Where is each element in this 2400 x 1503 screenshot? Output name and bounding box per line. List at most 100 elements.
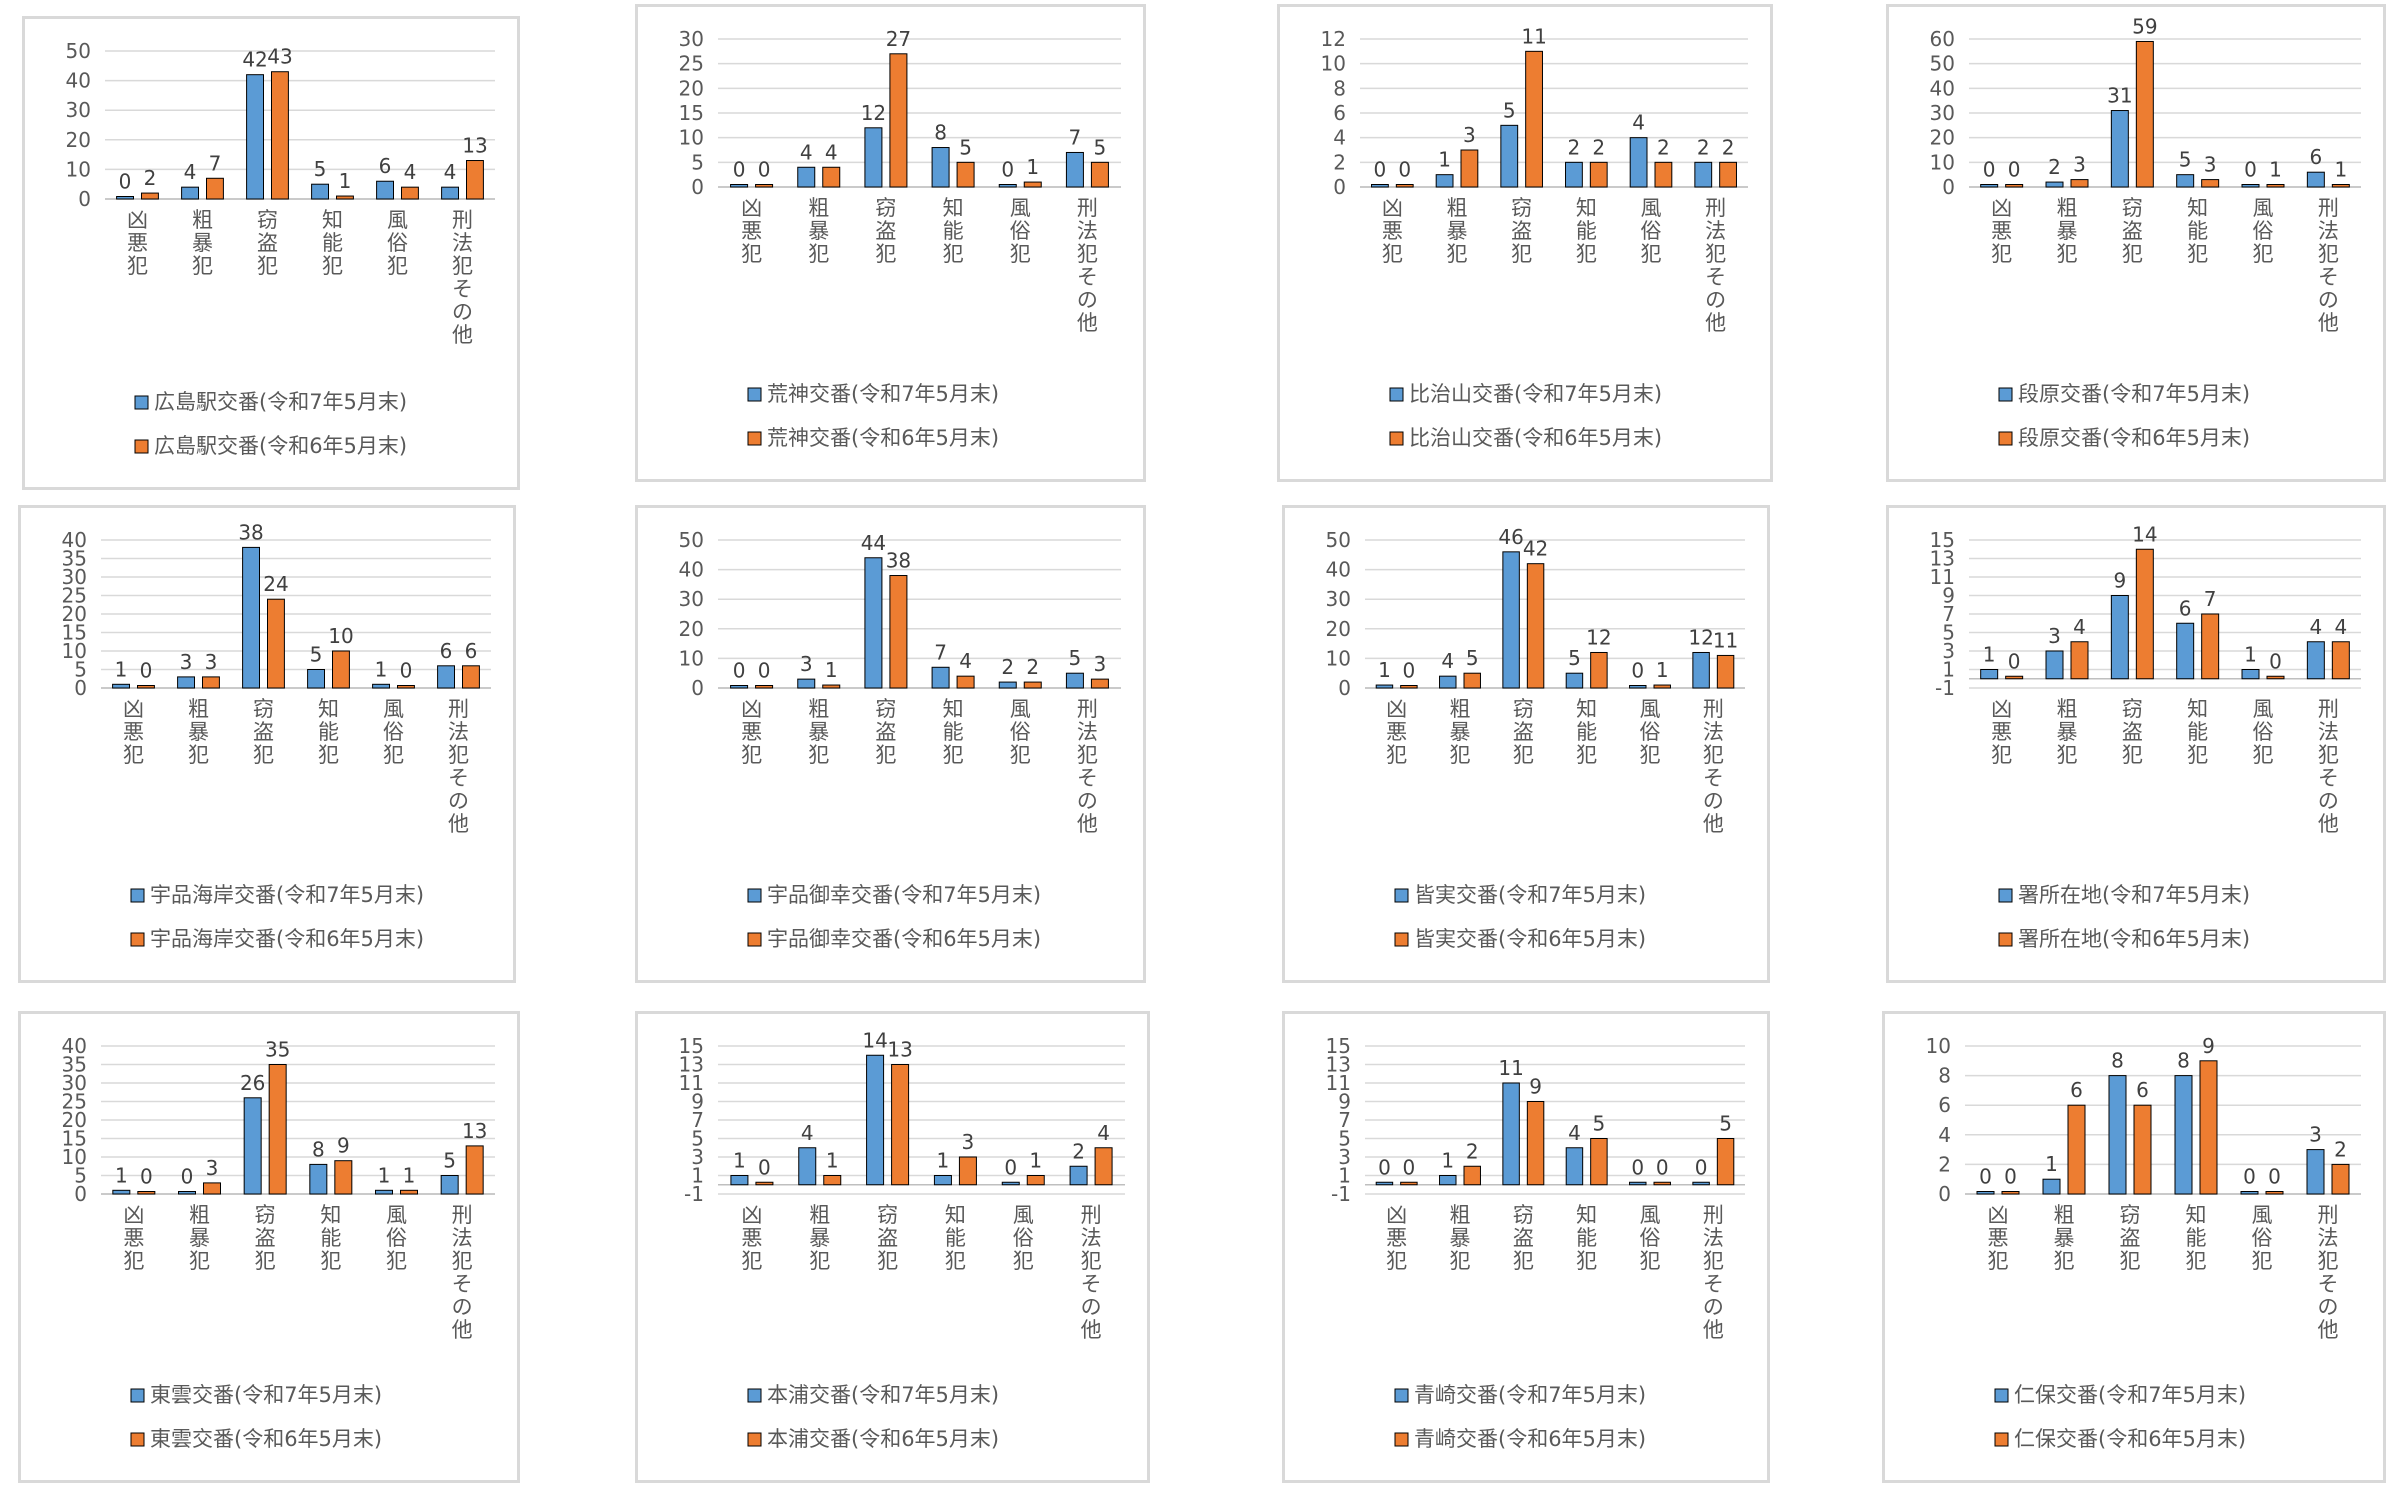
y-tick-label: 20 xyxy=(66,128,91,152)
x-category-label: 凶悪犯 xyxy=(1386,1203,1407,1273)
data-label: 38 xyxy=(886,549,911,573)
data-label: 2 xyxy=(1026,655,1039,679)
bar-r7 xyxy=(243,1097,262,1195)
y-tick-label: 0 xyxy=(1338,676,1351,700)
data-label: 7 xyxy=(934,640,947,664)
bar-r7 xyxy=(797,678,816,689)
data-label: 5 xyxy=(310,643,323,667)
legend-label-r6: 東雲交番(令和6年5月末) xyxy=(150,1427,382,1451)
y-tick-label: -1 xyxy=(1935,676,1955,700)
data-label: 6 xyxy=(379,154,392,178)
y-tick-label: 5 xyxy=(1338,1127,1351,1151)
data-label: 2 xyxy=(1657,135,1670,159)
bar-r6 xyxy=(1653,1181,1671,1186)
data-label: 3 xyxy=(2204,153,2217,177)
y-tick-label: 15 xyxy=(1326,1034,1351,1058)
x-category-label: 刑法犯その他 xyxy=(2318,697,2339,836)
bar-r6 xyxy=(755,184,774,188)
legend-swatch-r6 xyxy=(130,932,145,947)
data-label: 1 xyxy=(825,658,838,682)
data-label: 13 xyxy=(462,134,487,158)
data-label: 0 xyxy=(2004,1165,2017,1189)
x-category-label: 窃盗犯 xyxy=(253,697,274,767)
bar-r7 xyxy=(2306,171,2325,188)
y-tick-label: 3 xyxy=(1338,1145,1351,1169)
bar-r6 xyxy=(1526,563,1545,689)
data-label: 4 xyxy=(1441,649,1454,673)
bar-r6 xyxy=(1525,50,1543,188)
y-tick-label: 7 xyxy=(1338,1108,1351,1132)
bar-r6 xyxy=(1590,651,1608,689)
data-label: 4 xyxy=(1632,111,1645,135)
data-label: 42 xyxy=(1523,537,1548,561)
data-label: 0 xyxy=(1001,158,1014,182)
legend-label-r7: 宇品御幸交番(令和7年5月末) xyxy=(767,883,1041,907)
data-label: 2 xyxy=(144,166,157,190)
legend-label-r7: 広島駅交番(令和7年5月末) xyxy=(154,390,407,414)
x-category-label: 刑法犯その他 xyxy=(1077,196,1098,335)
y-tick-label: 20 xyxy=(1930,126,1955,150)
y-tick-label: 0 xyxy=(691,676,704,700)
x-category-label: 知能犯 xyxy=(1576,1203,1597,1273)
data-label: 8 xyxy=(312,1137,325,1161)
bar-r7 xyxy=(730,1175,749,1186)
legend-label-r6: 皆実交番(令和6年5月末) xyxy=(1414,927,1646,951)
data-label: 0 xyxy=(1631,1155,1644,1179)
bar-r6 xyxy=(1090,678,1109,689)
data-label: 0 xyxy=(2268,1165,2281,1189)
bar-r6 xyxy=(2266,675,2285,680)
y-tick-label: 20 xyxy=(679,76,704,100)
data-label: 9 xyxy=(2202,1034,2215,1058)
legend-label-r7: 宇品海岸交番(令和7年5月末) xyxy=(150,883,424,907)
y-tick-label: 0 xyxy=(1938,1182,1951,1206)
y-tick-label: 5 xyxy=(1942,621,1955,645)
data-label: 1 xyxy=(826,1149,839,1173)
bar-r7 xyxy=(116,196,134,200)
bar-r6 xyxy=(332,650,350,689)
bar-r6 xyxy=(2266,184,2285,188)
bar-r6 xyxy=(336,195,354,200)
legend-swatch-r6 xyxy=(1998,932,2013,947)
y-tick-label: 1 xyxy=(691,1164,704,1188)
bar-r7 xyxy=(2241,669,2260,680)
data-label: 10 xyxy=(328,624,353,648)
legend-swatch-r7 xyxy=(134,395,149,410)
bar-r7 xyxy=(1371,184,1389,188)
x-category-label: 粗暴犯 xyxy=(189,1203,210,1273)
bar-r6 xyxy=(1023,681,1042,689)
data-label: 9 xyxy=(337,1134,350,1158)
bar-r6 xyxy=(2070,179,2089,188)
x-category-label: 凶悪犯 xyxy=(741,1203,762,1273)
legend-label-r6: 本浦交番(令和6年5月末) xyxy=(767,1427,999,1451)
chart-panel-niho: 0 2 4 6 8 10 0 0 凶悪犯 1 6 粗暴犯 8 6 窃盗犯 8 9 知能犯 0 0 風俗犯 3 2 刑法犯その他… xyxy=(1882,1011,2386,1483)
bar-r6 xyxy=(1463,1165,1481,1186)
y-tick-label: 35 xyxy=(62,547,87,571)
y-tick-label: 9 xyxy=(1338,1090,1351,1114)
bar-r6 xyxy=(1094,1147,1113,1186)
legend-swatch-r6 xyxy=(1394,1432,1409,1447)
data-label: 7 xyxy=(2204,587,2217,611)
bar-r6 xyxy=(755,1181,774,1186)
y-tick-label: 0 xyxy=(1942,175,1955,199)
legend-label-r6: 宇品海岸交番(令和6年5月末) xyxy=(150,927,424,951)
x-category-label: 凶悪犯 xyxy=(741,196,762,266)
legend-label-r6: 仁保交番(令和6年5月末) xyxy=(2014,1427,2246,1451)
bar-r7 xyxy=(178,1191,196,1195)
y-tick-label: 30 xyxy=(66,98,91,122)
y-tick-label: 15 xyxy=(62,1127,87,1151)
x-category-label: 知能犯 xyxy=(322,208,343,278)
data-label: 3 xyxy=(2073,153,2086,177)
y-tick-label: 10 xyxy=(1326,646,1351,670)
data-label: 0 xyxy=(181,1165,194,1189)
data-label: 6 xyxy=(2136,1078,2149,1102)
legend-swatch-r7 xyxy=(1998,387,2013,402)
y-tick-label: 10 xyxy=(679,126,704,150)
bar-r7 xyxy=(2045,181,2064,188)
x-category-label: 窃盗犯 xyxy=(255,1203,276,1273)
y-tick-label: 15 xyxy=(62,621,87,645)
data-label: 0 xyxy=(140,1165,153,1189)
data-label: 1 xyxy=(2045,1152,2058,1176)
